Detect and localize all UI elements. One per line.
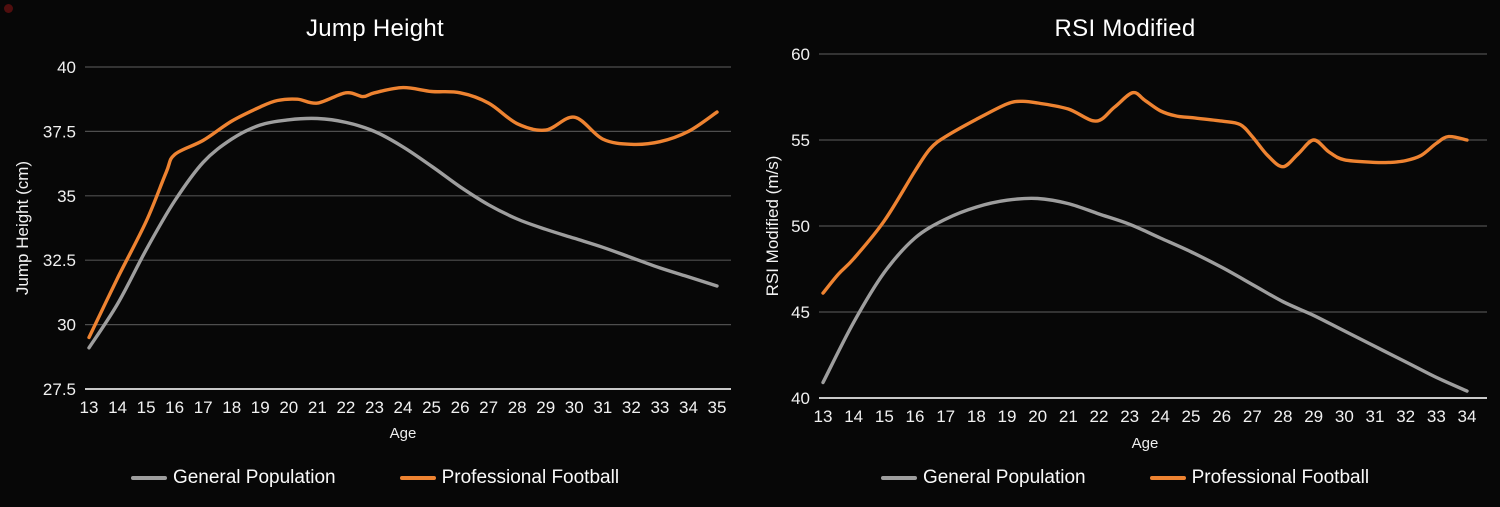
x-tick-label: 30 <box>565 398 584 417</box>
x-tick-label: 19 <box>251 398 270 417</box>
legend-item-general-population: General Population <box>130 467 336 489</box>
x-tick-label: 29 <box>536 398 555 417</box>
x-tick-label: 29 <box>1304 407 1323 426</box>
jump-height-plot-canvas: 40 37.5 35 32.5 30 27.513 14 15 16 17 18 19 20 21 22 23… <box>43 58 731 417</box>
x-tick-label: 28 <box>508 398 527 417</box>
y-tick-label: 55 <box>791 131 810 150</box>
series-line-general-population <box>87 116 719 350</box>
x-tick-label: 21 <box>1059 407 1078 426</box>
x-tick-label: 19 <box>998 407 1017 426</box>
x-tick-label: 20 <box>1028 407 1047 426</box>
x-tick-label: 18 <box>222 398 241 417</box>
series-line-professional-football <box>87 85 719 340</box>
legend-item-professional-football: Professional Football <box>1149 467 1370 489</box>
x-tick-label: 23 <box>365 398 384 417</box>
series-line-general-population <box>821 196 1469 393</box>
x-tick-label: 26 <box>451 398 470 417</box>
x-tick-label: 24 <box>394 398 413 417</box>
chart-panel-rsi-modified: 60 55 50 45 40 13 14 15 16 17 18 19 20 21 22 23 24 25 26 27… <box>750 0 1500 507</box>
y-tick-label: 32.5 <box>43 251 76 270</box>
legend: General Population Professional Football <box>750 464 1500 492</box>
x-tick-label: 33 <box>650 398 669 417</box>
series-line-professional-football <box>821 90 1469 295</box>
chart-panel-jump-height: 40 37.5 35 32.5 30 27.5 13 14 15 16 17 18 19 20 21 22 23… <box>0 15 750 492</box>
y-tick-label: 60 <box>791 45 810 64</box>
x-tick-label: 15 <box>875 407 894 426</box>
x-tick-label: 25 <box>1182 407 1201 426</box>
legend-swatch-general-population <box>130 475 167 481</box>
x-tick-label: 24 <box>1151 407 1170 426</box>
x-tick-label: 34 <box>679 398 698 417</box>
y-tick-label: 30 <box>57 316 76 335</box>
x-tick-label: 16 <box>165 398 184 417</box>
x-tick-label: 13 <box>80 398 99 417</box>
legend-swatch-professional-football <box>399 475 436 481</box>
y-tick-label: 40 <box>57 58 76 77</box>
x-axis-title: Age <box>1131 435 1159 452</box>
x-tick-label: 15 <box>137 398 156 417</box>
x-tick-label: 30 <box>1335 407 1354 426</box>
x-axis-title: Age <box>389 425 417 442</box>
legend-label-general-population: General Population <box>922 467 1086 488</box>
y-tick-label: 40 <box>791 389 810 408</box>
x-tick-label: 17 <box>194 398 213 417</box>
legend-item-general-population: General Population <box>880 467 1086 489</box>
legend: General Population Professional Football <box>0 464 750 492</box>
x-tick-label: 20 <box>279 398 298 417</box>
y-tick-label: 50 <box>791 217 810 236</box>
x-tick-label: 21 <box>308 398 327 417</box>
x-tick-label: 33 <box>1427 407 1446 426</box>
y-tick-label: 37.5 <box>43 122 76 141</box>
chart-title-rsi-modified: RSI Modified <box>1054 15 1196 42</box>
y-tick-label: 35 <box>57 187 76 206</box>
x-tick-label: 17 <box>936 407 955 426</box>
y-tick-label: 27.5 <box>43 380 76 399</box>
x-tick-label: 27 <box>1243 407 1262 426</box>
x-tick-label: 23 <box>1120 407 1139 426</box>
x-tick-label: 13 <box>814 407 833 426</box>
x-tick-label: 31 <box>593 398 612 417</box>
x-tick-label: 31 <box>1366 407 1385 426</box>
legend-swatch-professional-football <box>1149 475 1186 481</box>
legend-label-general-population: General Population <box>172 467 336 488</box>
x-tick-label: 26 <box>1212 407 1231 426</box>
x-tick-label: 18 <box>967 407 986 426</box>
x-tick-label: 32 <box>622 398 641 417</box>
legend-label-professional-football: Professional Football <box>1191 467 1370 488</box>
x-tick-label: 28 <box>1274 407 1293 426</box>
y-axis-title: Jump Height (cm) <box>13 160 32 296</box>
x-tick-label: 14 <box>108 398 127 417</box>
x-tick-label: 27 <box>479 398 498 417</box>
y-axis-title: RSI Modified (m/s) <box>763 155 782 297</box>
legend-item-professional-football: Professional Football <box>399 467 620 489</box>
legend-swatch-general-population <box>880 475 917 481</box>
chart-title-jump-height: Jump Height <box>305 15 445 42</box>
y-tick-label: 45 <box>791 303 810 322</box>
x-tick-label: 25 <box>422 398 441 417</box>
x-tick-label: 14 <box>844 407 863 426</box>
x-tick-label: 34 <box>1458 407 1477 426</box>
x-tick-label: 35 <box>708 398 727 417</box>
x-tick-label: 22 <box>1090 407 1109 426</box>
x-tick-label: 32 <box>1396 407 1415 426</box>
legend-label-professional-football: Professional Football <box>441 467 620 488</box>
record-indicator-dot <box>4 4 13 13</box>
x-tick-label: 22 <box>336 398 355 417</box>
x-tick-label: 16 <box>906 407 925 426</box>
